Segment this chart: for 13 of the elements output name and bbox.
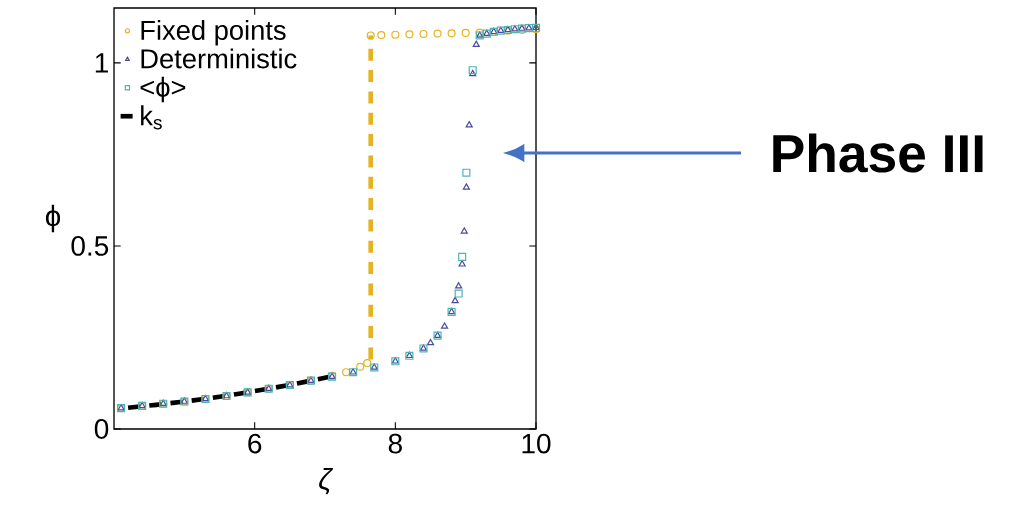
legend-label: k$_{s}$ <box>141 105 162 130</box>
x-tick-label: 10 <box>522 433 551 454</box>
text: Phase III <box>773 133 983 173</box>
y-axis-title: ϕ <box>45 204 61 233</box>
x-tick-label: 6 <box>248 433 262 454</box>
y-tick-label: 0 <box>94 419 109 439</box>
x-tick-label: 8 <box>388 433 402 454</box>
legend-label: Fixed points <box>141 19 286 46</box>
x-axis-title: ζ <box>319 468 334 495</box>
legend-label: Deterministic <box>141 48 297 69</box>
legend-label: <ϕ> <box>140 76 186 103</box>
y-tick-label: 0.5 <box>71 236 109 256</box>
y-tick-label: 1 <box>95 53 108 73</box>
